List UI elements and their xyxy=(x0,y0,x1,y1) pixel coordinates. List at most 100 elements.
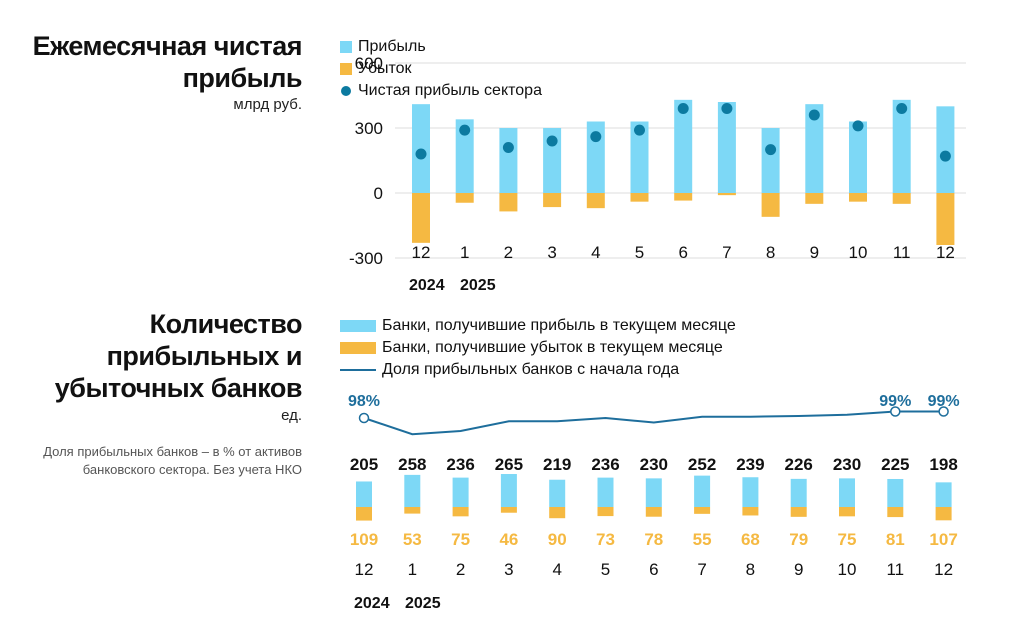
legend-label-profit: Прибыль xyxy=(358,38,426,55)
year-label: 2025 xyxy=(460,277,496,294)
profit-bar xyxy=(543,128,562,193)
loss-banks-bar xyxy=(597,507,614,517)
x-tick-label: 11 xyxy=(886,560,904,579)
net-profit-point xyxy=(546,135,558,147)
profit-banks-label: 265 xyxy=(495,455,523,474)
share-marker xyxy=(358,412,370,424)
profit-bar xyxy=(761,128,780,193)
x-tick-label: 4 xyxy=(591,243,600,262)
x-tick-label: 6 xyxy=(649,560,658,579)
x-tick-label: 3 xyxy=(547,243,556,262)
legend-swatch-loss xyxy=(340,63,352,75)
legend-swatch-loss-banks xyxy=(340,342,376,354)
loss-banks-label: 107 xyxy=(929,530,957,549)
loss-bar xyxy=(936,193,955,245)
profit-banks-label: 258 xyxy=(398,455,426,474)
loss-banks-bar xyxy=(887,507,904,518)
loss-banks-bar xyxy=(839,507,855,517)
loss-bar xyxy=(761,193,780,217)
net-profit-point xyxy=(721,103,733,114)
legend-swatch-share-line xyxy=(340,369,376,371)
net-profit-point xyxy=(634,124,645,136)
loss-banks-bar xyxy=(404,507,421,514)
loss-banks-label: 75 xyxy=(451,530,470,549)
profit-bar xyxy=(499,128,518,193)
y-tick-label: 0 xyxy=(374,184,383,203)
profit-bar xyxy=(805,104,824,193)
x-tick-label: 10 xyxy=(838,560,857,579)
legend-label-profit-banks: Банки, получившие прибыль в текущем меся… xyxy=(382,317,736,334)
profit-banks-label: 225 xyxy=(881,455,909,474)
legend-item-profit-banks: Банки, получившие прибыль в текущем меся… xyxy=(340,315,736,337)
net-profit-point xyxy=(459,124,471,136)
profit-banks-label: 205 xyxy=(350,455,378,474)
loss-bar xyxy=(805,193,824,204)
x-tick-label: 12 xyxy=(936,243,955,262)
profit-banks-label: 230 xyxy=(833,455,861,474)
legend-item-profit: Прибыль xyxy=(340,36,542,58)
x-tick-label: 12 xyxy=(934,560,953,579)
y-tick-label: 600 xyxy=(355,54,383,73)
x-tick-label: 2 xyxy=(504,243,513,262)
loss-banks-bar xyxy=(790,507,807,517)
profit-banks-bar xyxy=(790,478,807,507)
loss-bar xyxy=(674,193,693,201)
loss-bar xyxy=(630,193,649,202)
loss-banks-bar xyxy=(645,507,662,517)
profit-banks-label: 239 xyxy=(736,455,764,474)
legend-swatch-net xyxy=(341,86,351,96)
chart2-unit: ед. xyxy=(281,407,302,424)
share-label: 99% xyxy=(928,393,960,410)
x-tick-label: 10 xyxy=(849,243,868,262)
legend-label-share-line: Доля прибыльных банков с начала года xyxy=(382,361,680,378)
legend-swatch-profit xyxy=(340,41,352,53)
chart2-note: Доля прибыльных банков – в % от активов … xyxy=(43,444,302,477)
loss-banks-label: 81 xyxy=(886,530,905,549)
x-tick-label: 12 xyxy=(412,243,431,262)
profit-bar xyxy=(849,121,867,193)
profit-bar xyxy=(936,106,955,193)
x-tick-label: 7 xyxy=(722,243,731,262)
loss-bar xyxy=(717,193,736,196)
profit-banks-bar xyxy=(742,477,759,507)
profit-banks-bar xyxy=(500,474,517,507)
profit-banks-bar xyxy=(597,477,614,507)
profit-banks-bar xyxy=(935,482,952,507)
loss-bar xyxy=(849,193,867,202)
profit-banks-bar xyxy=(549,479,566,507)
profit-banks-bar xyxy=(356,481,372,507)
x-tick-label: 11 xyxy=(893,243,911,262)
x-tick-label: 12 xyxy=(355,560,374,579)
x-tick-label: 2 xyxy=(456,560,465,579)
net-profit-point xyxy=(415,148,427,160)
loss-bar xyxy=(543,193,562,208)
loss-banks-label: 53 xyxy=(403,530,422,549)
loss-bar xyxy=(412,193,430,243)
loss-bar xyxy=(586,193,605,209)
x-tick-label: 8 xyxy=(746,560,755,579)
loss-banks-bar xyxy=(742,507,759,516)
loss-banks-label: 109 xyxy=(350,530,378,549)
loss-banks-bar xyxy=(935,507,952,521)
net-profit-point xyxy=(590,131,602,143)
share-marker xyxy=(890,406,901,417)
profit-banks-label: 236 xyxy=(591,455,619,474)
loss-banks-bar xyxy=(694,507,711,514)
year-label: 2024 xyxy=(354,595,390,612)
loss-bar xyxy=(455,193,474,203)
profit-banks-bar xyxy=(452,477,469,507)
net-profit-point xyxy=(852,120,864,132)
x-tick-label: 6 xyxy=(678,243,687,262)
loss-banks-label: 75 xyxy=(838,530,857,549)
chart1-unit: млрд руб. xyxy=(233,96,302,113)
loss-banks-label: 73 xyxy=(596,530,615,549)
legend-label-net: Чистая прибыль сектора xyxy=(358,82,542,99)
loss-banks-label: 46 xyxy=(499,530,518,549)
profit-bar xyxy=(630,121,649,193)
loss-banks-label: 78 xyxy=(644,530,663,549)
legend-item-loss-banks: Банки, получившие убыток в текущем месяц… xyxy=(340,337,736,359)
chart2-title: Количество прибыльных и убыточных банков xyxy=(54,309,303,403)
y-tick-label: 300 xyxy=(355,119,383,138)
loss-banks-label: 68 xyxy=(741,530,760,549)
share-label: 98% xyxy=(348,393,380,410)
